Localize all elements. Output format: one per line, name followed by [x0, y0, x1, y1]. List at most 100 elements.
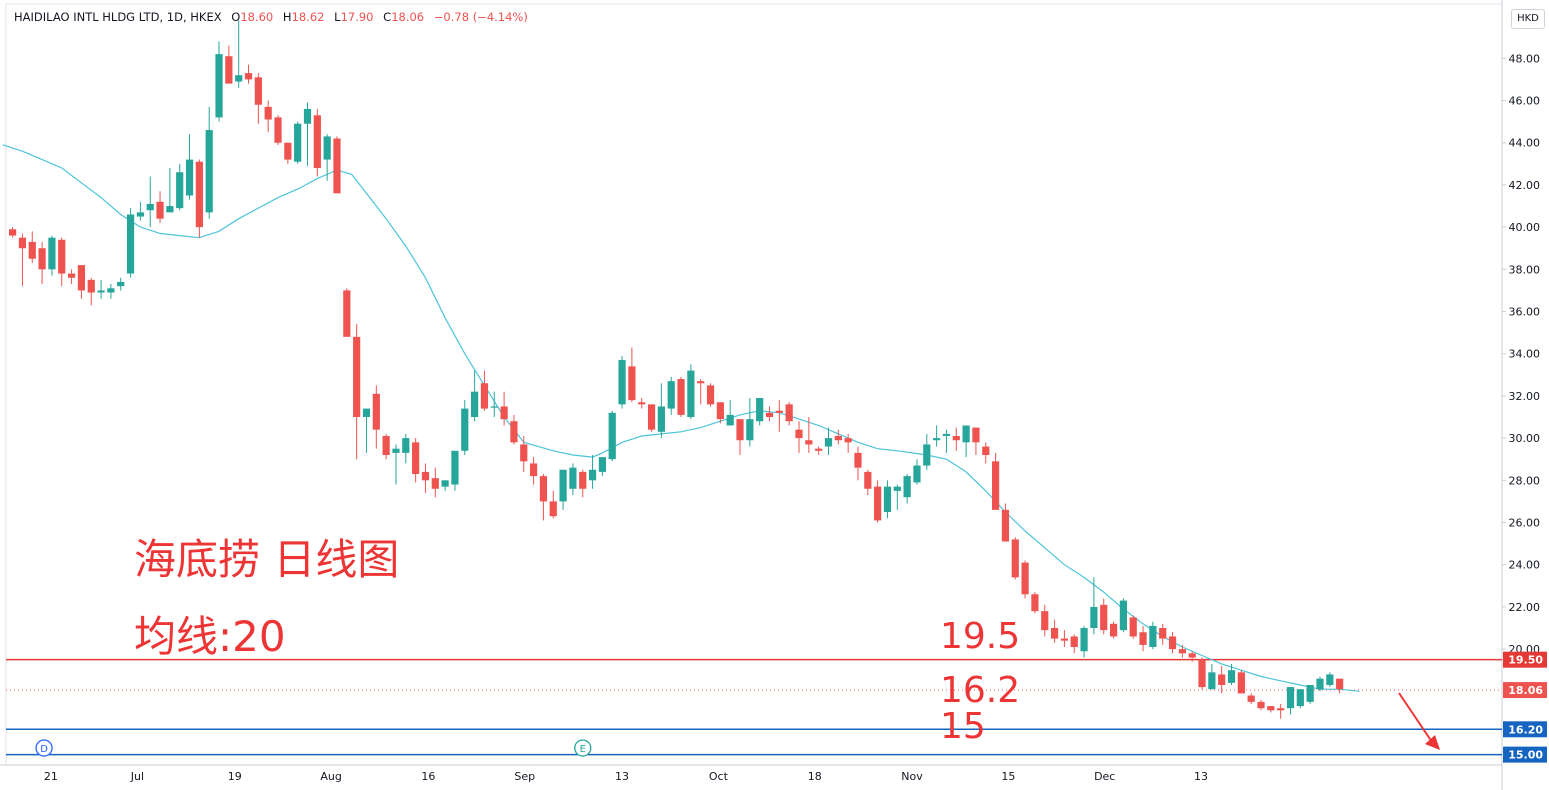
price-tag	[1503, 682, 1547, 699]
y-tick-label: 24.00	[1509, 559, 1541, 572]
candle-body	[1129, 617, 1137, 637]
price-tag	[1503, 746, 1547, 763]
candle-body	[588, 469, 597, 481]
candle-body	[706, 385, 715, 405]
candle-body	[874, 486, 882, 521]
y-tick-label: 42.00	[1509, 179, 1541, 192]
candle-body	[490, 406, 498, 408]
y-tick-label: 28.00	[1509, 474, 1541, 487]
candle-body	[1001, 509, 1010, 542]
candle-body	[480, 383, 489, 409]
y-tick-label: 48.00	[1509, 52, 1541, 65]
candle-body	[815, 448, 823, 451]
currency-button[interactable]: HKD	[1511, 9, 1545, 29]
candle-body	[9, 229, 17, 236]
x-tick-label: Aug	[320, 770, 341, 783]
candle-body	[333, 138, 341, 194]
high-label: H	[282, 10, 292, 24]
candle-body	[1090, 606, 1098, 629]
candle-body	[628, 366, 636, 401]
candle-body	[215, 54, 223, 118]
candle-body	[756, 398, 764, 422]
arrow-head	[1425, 735, 1440, 750]
candle-body	[1031, 594, 1039, 612]
candle-body	[1050, 628, 1059, 639]
close-label: C	[383, 10, 392, 24]
candle-body	[126, 214, 135, 274]
candle-body	[677, 379, 685, 415]
y-tick-label: 26.00	[1509, 517, 1541, 530]
candle-body	[1208, 672, 1216, 690]
candle-body	[303, 108, 312, 124]
candle-body	[962, 425, 970, 443]
plot-area	[5, 3, 1503, 766]
candle-body	[933, 438, 941, 441]
candle-body	[1080, 628, 1088, 652]
candle-body	[392, 448, 400, 453]
price-tag-label: 19.50	[1508, 654, 1543, 667]
y-tick-label: 32.00	[1509, 390, 1541, 403]
candle-body	[1188, 653, 1196, 658]
candle-body	[1168, 636, 1177, 650]
candle-body	[1149, 625, 1157, 648]
candle-body	[402, 438, 410, 453]
candle-body	[549, 501, 557, 517]
candle-body	[382, 436, 390, 455]
candle-body	[775, 410, 783, 413]
candle-body	[598, 457, 606, 472]
candle-body	[87, 279, 95, 293]
y-tick-label: 36.00	[1509, 306, 1541, 319]
candle-body	[559, 469, 567, 502]
candle-body	[1070, 636, 1078, 648]
x-tick-label: 13	[615, 770, 629, 783]
candle-body	[176, 172, 184, 209]
y-tick-label: 38.00	[1509, 263, 1541, 276]
candle-body	[343, 290, 351, 337]
candle-body	[1227, 670, 1236, 683]
candle-body	[510, 421, 518, 443]
change-value: −0.78 (−4.14%)	[433, 10, 528, 24]
candle-body	[97, 290, 105, 293]
candle-body	[647, 404, 656, 430]
close-value: 18.06	[391, 10, 425, 24]
candle-body	[824, 438, 833, 447]
low-value: 17.90	[340, 10, 374, 24]
candle-body	[716, 402, 724, 420]
candle-body	[1159, 628, 1167, 639]
candle-body	[539, 476, 548, 502]
candle-body	[244, 73, 253, 80]
low-label: L	[334, 10, 341, 24]
y-tick-label: 30.00	[1509, 432, 1541, 445]
candle-body	[1119, 600, 1127, 631]
candle-body	[166, 206, 174, 213]
candle-body	[1296, 689, 1304, 707]
x-tick-label: 15	[1001, 770, 1015, 783]
event-marker-label: D	[40, 744, 48, 755]
candle-body	[136, 212, 144, 217]
open-label: O	[231, 10, 241, 24]
candle-body	[1316, 678, 1324, 690]
x-tick-label: Nov	[901, 770, 923, 783]
candle-body	[854, 452, 862, 468]
price-tag-label: 18.06	[1508, 684, 1543, 697]
candle-body	[785, 404, 793, 422]
candle-body	[529, 463, 538, 477]
candle-body	[156, 201, 164, 219]
candle-body	[1306, 684, 1314, 702]
price-tag-label: 15.00	[1508, 749, 1543, 762]
candle-body	[746, 419, 754, 441]
candle-body	[225, 56, 233, 84]
candle-body	[942, 433, 951, 437]
candle-body	[883, 486, 892, 512]
candle-body	[294, 123, 302, 162]
candle-body	[58, 239, 66, 274]
candle-body	[1139, 632, 1147, 645]
x-tick-label: 18	[808, 770, 822, 783]
y-tick-label: 44.00	[1509, 137, 1541, 150]
candle-body	[107, 288, 115, 293]
x-tick-label: 21	[44, 770, 58, 783]
candle-body	[952, 436, 960, 441]
candle-body	[1100, 604, 1108, 631]
candle-body	[362, 408, 371, 418]
